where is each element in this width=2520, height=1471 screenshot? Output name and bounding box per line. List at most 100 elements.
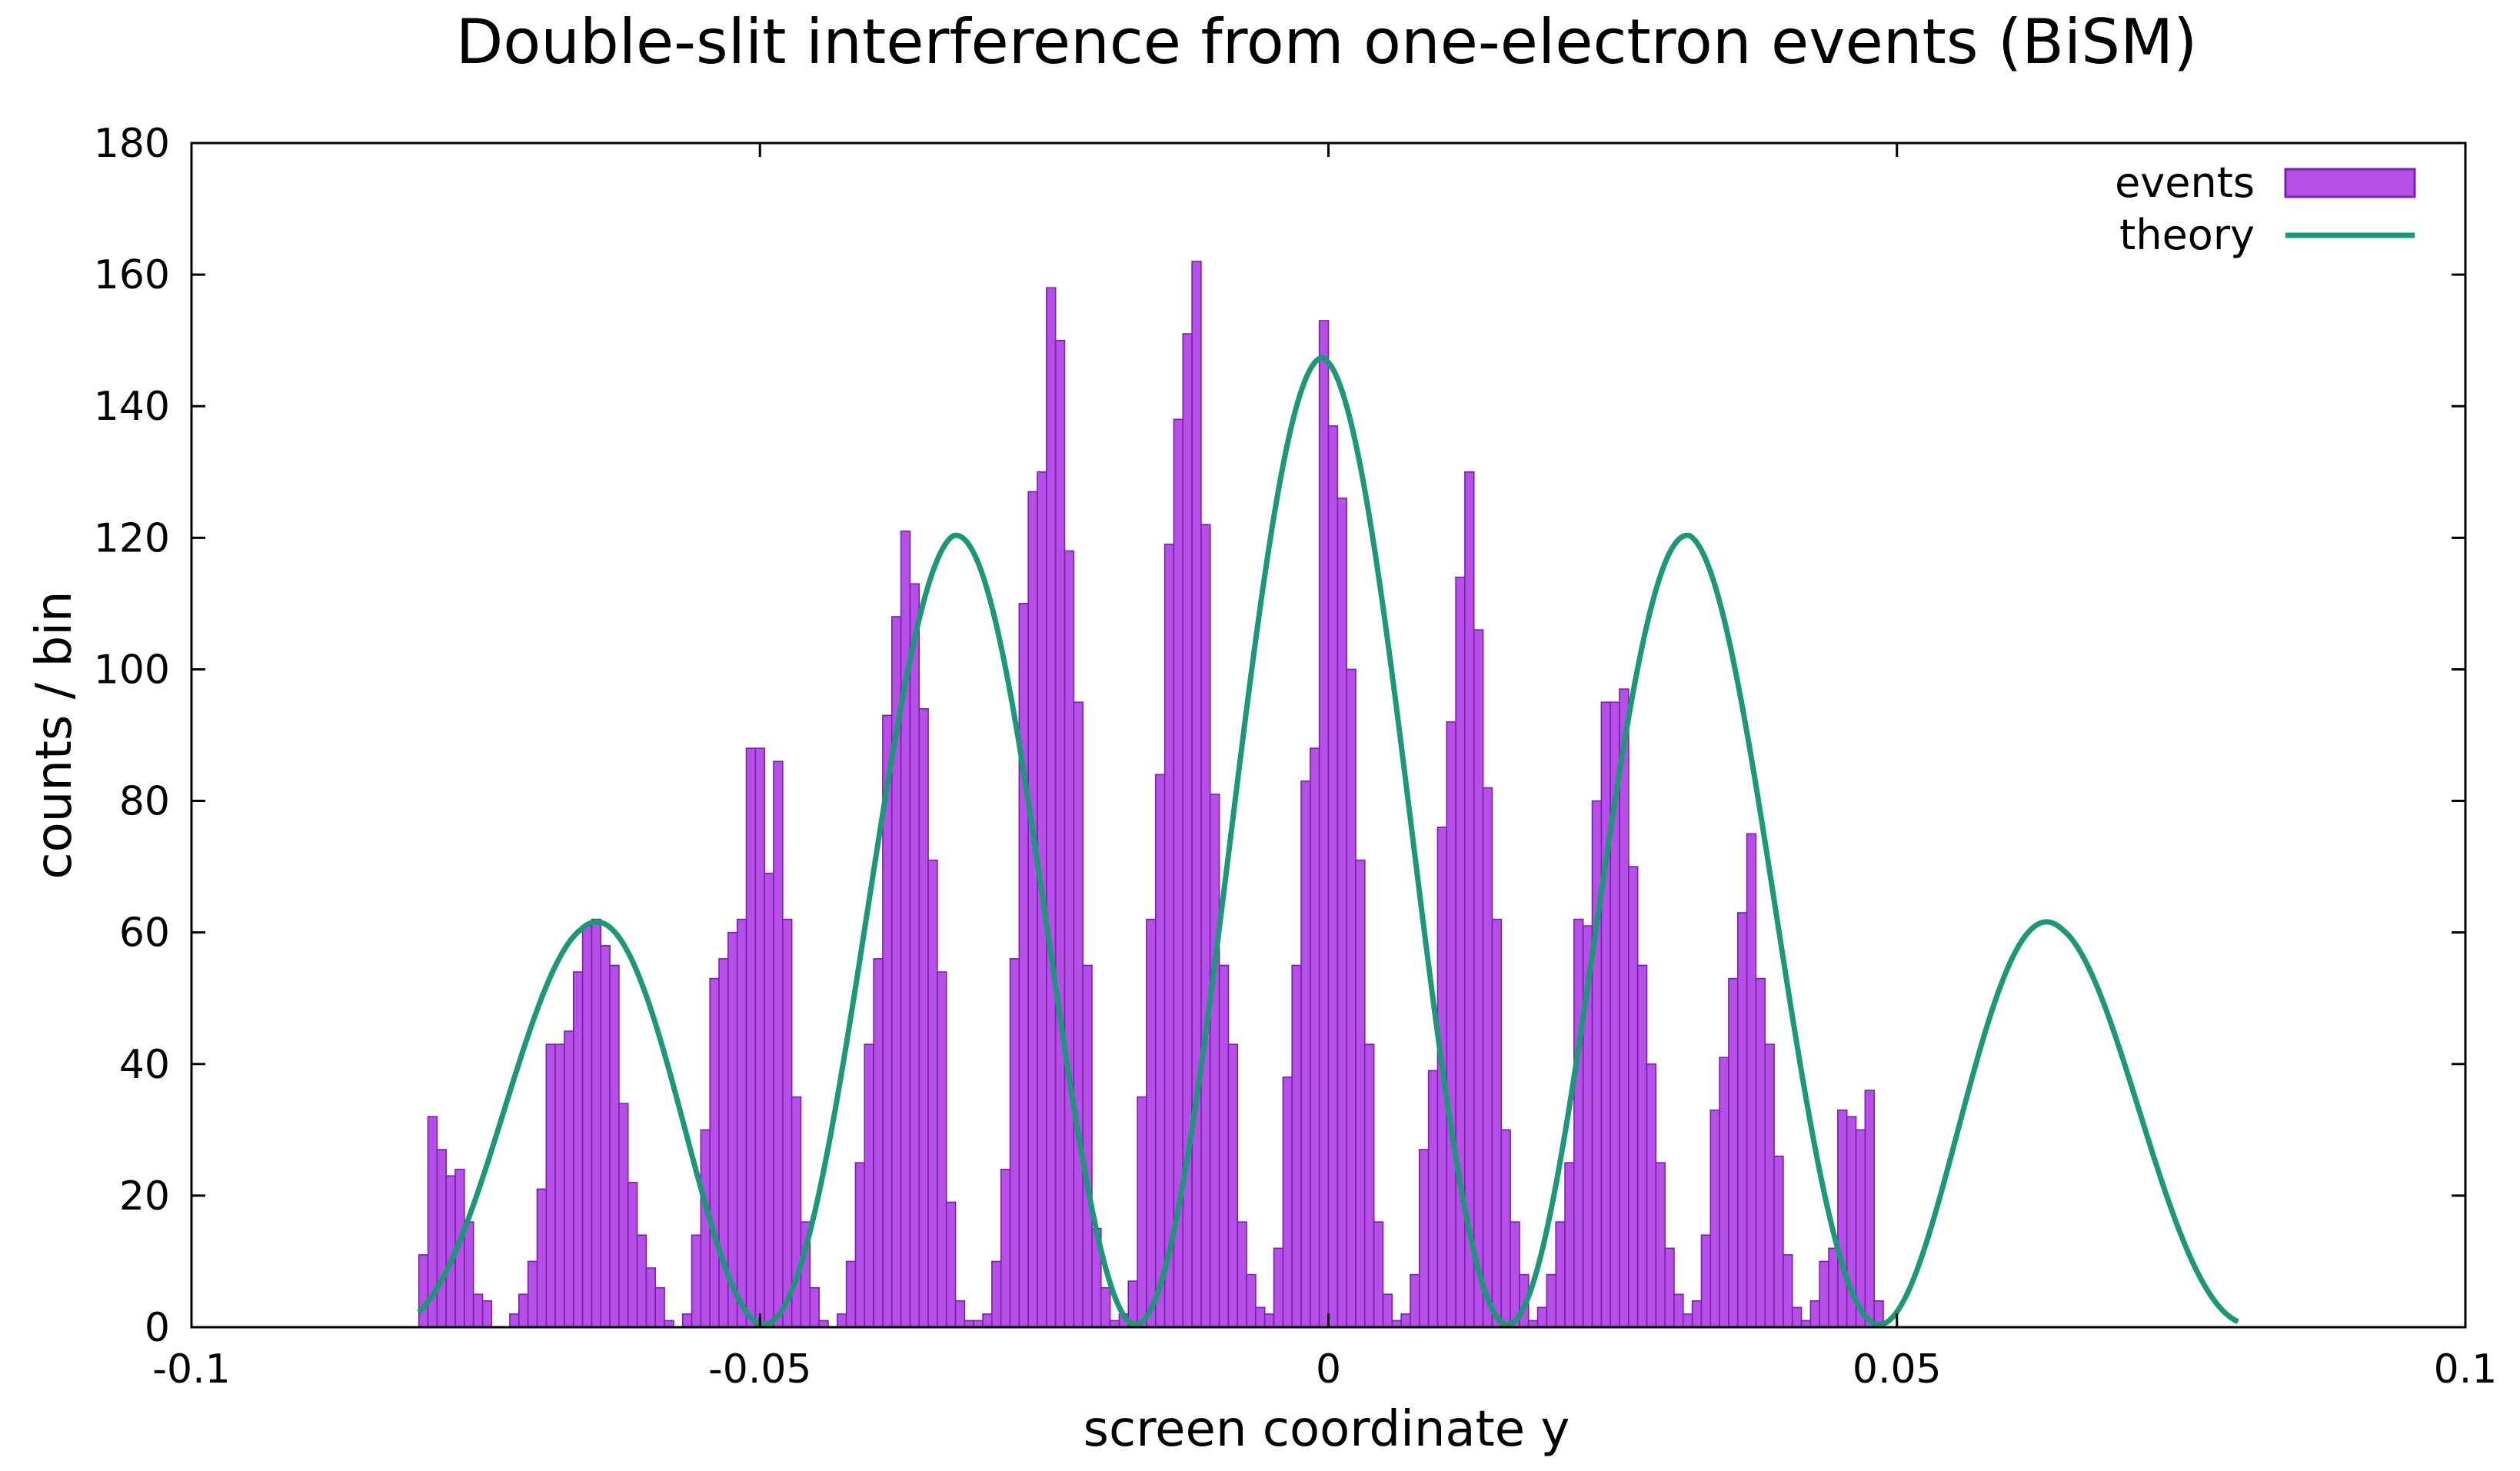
bar xyxy=(1300,780,1311,1328)
bar xyxy=(845,1260,857,1328)
bar xyxy=(1018,603,1029,1328)
bar xyxy=(1218,964,1230,1328)
bar xyxy=(745,747,757,1328)
y-tick-label: 80 xyxy=(119,779,170,825)
bar xyxy=(1273,1247,1284,1328)
bar xyxy=(1410,1273,1420,1328)
bar xyxy=(1382,1293,1393,1328)
bar xyxy=(1073,701,1084,1328)
bar xyxy=(1237,1221,1247,1328)
legend-label-theory: theory xyxy=(2119,211,2255,259)
bar xyxy=(1682,1313,1693,1328)
bar xyxy=(1664,1247,1675,1328)
bar xyxy=(581,925,593,1328)
bar xyxy=(636,1234,647,1328)
bar xyxy=(654,1286,665,1328)
bar xyxy=(1783,1254,1793,1328)
bar xyxy=(1263,1313,1275,1328)
bar xyxy=(945,1201,957,1328)
bar xyxy=(1736,912,1748,1328)
bar xyxy=(1427,1070,1439,1328)
bar xyxy=(645,1267,657,1328)
bar xyxy=(864,1043,874,1328)
x-axis-ticks: -0.1 -0.05 0 0.05 0.1 xyxy=(152,143,2497,1393)
bar xyxy=(418,1254,429,1328)
bar xyxy=(554,1043,565,1328)
legend-swatch-events xyxy=(2284,168,2416,198)
bar xyxy=(1009,958,1020,1328)
bar xyxy=(1154,774,1166,1328)
bar xyxy=(1691,1300,1703,1328)
y-tick-label: 180 xyxy=(94,121,170,167)
x-tick-label: -0.05 xyxy=(708,1346,812,1393)
bar xyxy=(1291,964,1302,1328)
y-tick-label: 140 xyxy=(94,384,170,430)
y-tick-label: 0 xyxy=(145,1305,170,1351)
bar xyxy=(536,1188,548,1328)
bar xyxy=(1310,747,1320,1328)
bar xyxy=(1728,977,1739,1328)
bar xyxy=(1546,1273,1556,1328)
bar xyxy=(1555,1221,1566,1328)
bar xyxy=(1636,964,1648,1328)
bar xyxy=(1773,1155,1784,1328)
bar xyxy=(1819,1260,1829,1328)
bar xyxy=(1837,1109,1848,1328)
bar xyxy=(509,1313,520,1328)
y-tick-label: 100 xyxy=(94,647,170,693)
bar xyxy=(1700,1234,1712,1328)
bar xyxy=(937,971,947,1328)
bar xyxy=(1000,1168,1011,1328)
bar xyxy=(518,1293,529,1328)
bar xyxy=(1209,794,1220,1328)
bar xyxy=(1146,918,1157,1328)
bar xyxy=(1200,524,1211,1328)
bar xyxy=(836,1313,847,1328)
bar xyxy=(1746,833,1757,1328)
bar xyxy=(1764,1043,1775,1328)
bar xyxy=(1755,977,1766,1328)
bar xyxy=(873,958,884,1328)
y-tick-label: 120 xyxy=(94,515,170,561)
bar xyxy=(564,1030,574,1328)
bar xyxy=(809,1286,820,1328)
bar xyxy=(527,1260,538,1328)
x-tick-label: 0.1 xyxy=(2434,1346,2498,1393)
bar xyxy=(918,707,929,1328)
bar xyxy=(1536,1306,1548,1328)
y-axis-ticks: 0 20 40 60 80 100 120 140 160 180 xyxy=(94,121,2465,1351)
y-tick-label: 20 xyxy=(119,1173,170,1220)
theory-curve xyxy=(417,354,2240,1328)
bar xyxy=(1137,1096,1147,1328)
bar xyxy=(991,1260,1002,1328)
bar xyxy=(1655,1162,1666,1328)
chart-title: Double-slit interference from one-electr… xyxy=(456,6,2198,78)
bar xyxy=(1864,1090,1875,1328)
legend: events theory xyxy=(2115,158,2416,259)
legend-label-events: events xyxy=(2115,158,2255,207)
bar xyxy=(1510,1221,1520,1328)
bar xyxy=(1054,339,1066,1328)
bar xyxy=(681,1313,693,1328)
bar xyxy=(736,918,747,1328)
bar xyxy=(1418,1149,1430,1328)
bar xyxy=(481,1300,493,1328)
x-tick-label: 0 xyxy=(1316,1346,1341,1393)
bar xyxy=(909,583,920,1328)
bar xyxy=(1318,320,1330,1328)
bar xyxy=(1364,1043,1375,1328)
y-tick-label: 40 xyxy=(119,1042,170,1088)
bar xyxy=(900,530,911,1328)
bar xyxy=(600,944,611,1328)
bar xyxy=(1446,721,1456,1328)
bar xyxy=(627,1181,638,1328)
bar xyxy=(1327,425,1339,1328)
bar xyxy=(472,1293,484,1328)
bar xyxy=(1709,1109,1720,1328)
bar xyxy=(1046,287,1057,1328)
bar xyxy=(1719,1057,1729,1328)
bar xyxy=(1282,1077,1293,1328)
bar xyxy=(782,918,793,1328)
bar xyxy=(1337,498,1347,1328)
bar xyxy=(1373,1221,1384,1328)
